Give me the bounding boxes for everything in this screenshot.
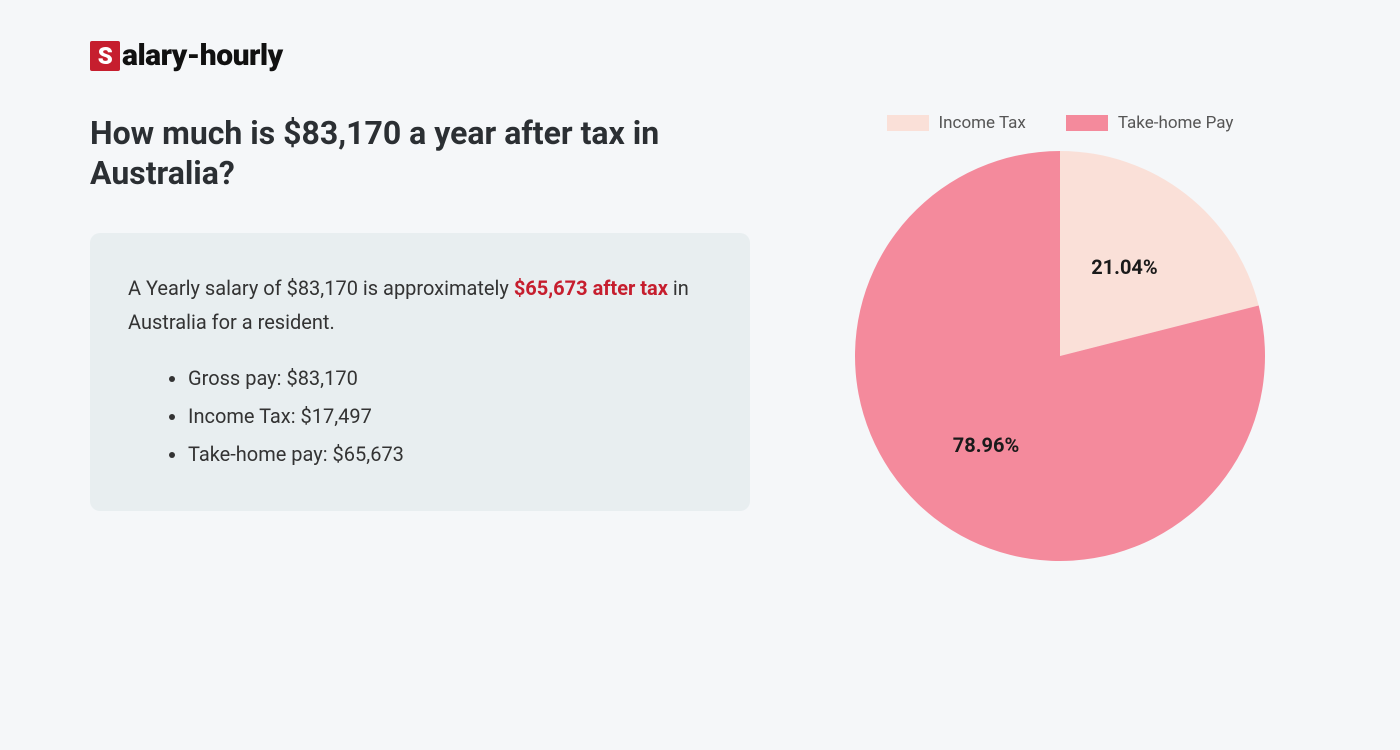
summary-pre: A Yearly salary of $83,170 is approximat… xyxy=(128,276,514,300)
summary-highlight: $65,673 after tax xyxy=(514,276,668,300)
page-title: How much is $83,170 a year after tax in … xyxy=(90,113,750,193)
pie-svg xyxy=(855,151,1265,561)
right-column: Income Tax Take-home Pay 21.04% 78.96% xyxy=(810,113,1310,561)
list-item: Gross pay: $83,170 xyxy=(188,359,712,397)
legend-item-income-tax: Income Tax xyxy=(887,113,1026,133)
summary-list: Gross pay: $83,170 Income Tax: $17,497 T… xyxy=(128,359,712,473)
legend-label: Income Tax xyxy=(939,113,1026,133)
legend-item-take-home: Take-home Pay xyxy=(1066,113,1234,133)
logo-text: alary-hourly xyxy=(122,38,283,73)
pie-slice-label: 21.04% xyxy=(1091,255,1157,279)
legend-label: Take-home Pay xyxy=(1118,113,1234,133)
site-logo: Salary-hourly xyxy=(0,0,1400,73)
pie-chart: 21.04% 78.96% xyxy=(855,151,1265,561)
legend-swatch xyxy=(887,115,929,131)
logo-s-badge: S xyxy=(90,41,120,71)
legend-swatch xyxy=(1066,115,1108,131)
list-item: Take-home pay: $65,673 xyxy=(188,435,712,473)
summary-text: A Yearly salary of $83,170 is approximat… xyxy=(128,271,712,339)
summary-box: A Yearly salary of $83,170 is approximat… xyxy=(90,233,750,511)
chart-legend: Income Tax Take-home Pay xyxy=(887,113,1234,133)
pie-slice-label: 78.96% xyxy=(953,433,1019,457)
main-content: How much is $83,170 a year after tax in … xyxy=(0,73,1400,561)
list-item: Income Tax: $17,497 xyxy=(188,397,712,435)
left-column: How much is $83,170 a year after tax in … xyxy=(90,113,750,561)
